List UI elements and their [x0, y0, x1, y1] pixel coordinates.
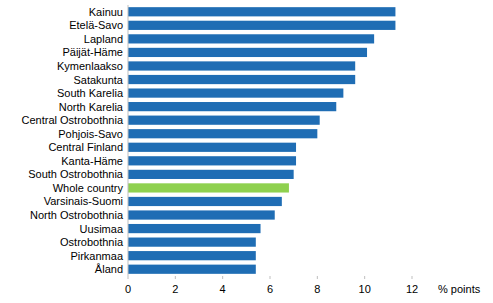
tick-mark	[128, 276, 129, 279]
category-label: Kainuu	[89, 6, 123, 18]
bar	[128, 197, 282, 206]
category-label: Etelä-Savo	[69, 19, 123, 31]
tick-mark	[175, 276, 176, 279]
category-label: Lapland	[84, 33, 123, 45]
tick-label: 2	[172, 283, 178, 295]
category-label: Kanta-Häme	[61, 155, 123, 167]
bar	[128, 88, 343, 97]
category-label: Whole country	[53, 182, 124, 194]
tick-mark	[317, 276, 318, 279]
bar	[128, 183, 289, 192]
bar	[128, 102, 336, 111]
category-label: Varsinais-Suomi	[44, 195, 123, 207]
bar	[128, 224, 261, 233]
category-label: Ostrobothnia	[60, 236, 124, 248]
category-label: North Ostrobothnia	[30, 209, 124, 221]
tick-label: 4	[220, 283, 226, 295]
bar	[128, 7, 395, 16]
bar	[128, 21, 395, 30]
category-label: Uusimaa	[80, 223, 124, 235]
axis-line	[128, 5, 129, 276]
tick-mark	[222, 276, 223, 279]
tick-label: 8	[314, 283, 320, 295]
bar	[128, 48, 367, 57]
bar	[128, 170, 294, 179]
tick-mark	[412, 276, 413, 279]
category-label: South Karelia	[57, 87, 124, 99]
chart: KainuuEtelä-Savo LaplandPäijät-Häme Kymenl…	[0, 0, 493, 303]
category-label: Pirkanmaa	[70, 250, 123, 262]
category-label: Åland	[95, 263, 123, 275]
tick-mark	[270, 276, 271, 279]
category-label: Satakunta	[73, 74, 123, 86]
bar	[128, 251, 256, 260]
category-label: North Karelia	[59, 101, 124, 113]
bar	[128, 61, 355, 70]
axis-title: % points	[438, 283, 481, 295]
bar	[128, 116, 320, 125]
tick-label: 6	[267, 283, 273, 295]
bar	[128, 210, 275, 219]
bar	[128, 34, 374, 43]
bar	[128, 238, 256, 247]
tick-label: 10	[359, 283, 371, 295]
category-label: Central Ostrobothnia	[22, 114, 124, 126]
category-label: South Ostrobothnia	[28, 168, 124, 180]
tick-label: 12	[406, 283, 418, 295]
category-label: Pohjois-Savo	[58, 128, 123, 140]
bar	[128, 129, 317, 138]
tick-mark	[364, 276, 365, 279]
bar	[128, 265, 256, 274]
category-label: Kymenlaakso	[57, 60, 123, 72]
category-label: Päijät-Häme	[62, 46, 123, 58]
bar	[128, 75, 355, 84]
bar	[128, 156, 296, 165]
tick-label: 0	[125, 283, 131, 295]
bar	[128, 143, 296, 152]
category-label: Central Finland	[48, 141, 123, 153]
bars	[128, 7, 395, 274]
